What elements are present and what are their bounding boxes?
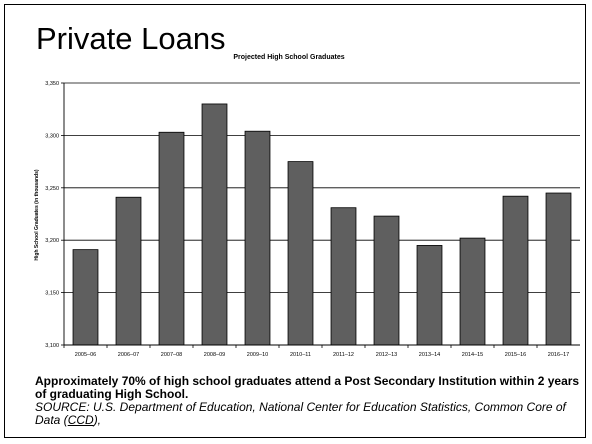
- caption: Approximately 70% of high school graduat…: [35, 375, 585, 427]
- bar-2016–17: [545, 192, 572, 346]
- x-tick-label: 2012–13: [376, 352, 397, 358]
- y-tick-label: 3,100: [45, 343, 59, 349]
- x-tick-label: 2013–14: [419, 352, 440, 358]
- x-tick-label: 2008–09: [204, 352, 225, 358]
- bars: [72, 103, 572, 346]
- x-tick-label: 2009–10: [247, 352, 268, 358]
- bar-2015–16: [502, 195, 529, 346]
- x-tick-label: 2005–06: [75, 352, 96, 358]
- caption-source: SOURCE: U.S. Department of Education, Na…: [35, 401, 585, 427]
- bar-2008–09: [201, 103, 228, 346]
- bar-2010–11: [287, 161, 314, 346]
- bar-2014–15: [459, 237, 486, 346]
- x-tick-labels: 2005–06 2006–07 2007–08 2008–09 2009–10 2010–…: [75, 352, 569, 358]
- chart-title: Projected High School Graduates: [233, 54, 344, 61]
- bar-2013–14: [416, 245, 443, 346]
- x-tick-label: 2014–15: [462, 352, 483, 358]
- caption-source-prefix: SOURCE: U.S. Department of Education, Na…: [35, 400, 566, 427]
- bar-2012–13: [373, 215, 400, 346]
- slide-title: Private Loans: [36, 21, 226, 56]
- bar-2007–08: [158, 131, 185, 346]
- x-tick-label: 2006–07: [118, 352, 139, 358]
- x-tick-label: 2016–17: [548, 352, 569, 358]
- bar-2011–12: [330, 207, 357, 346]
- axes: [61, 82, 580, 348]
- x-tick-label: 2011–12: [333, 352, 354, 358]
- caption-headline: Approximately 70% of high school graduat…: [35, 374, 580, 401]
- ccd-link[interactable]: CCD: [67, 413, 94, 427]
- y-tick-label: 3,250: [45, 186, 59, 192]
- x-tick-label: 2007–08: [161, 352, 182, 358]
- bar-2006–07: [115, 196, 142, 346]
- y-tick-label: 3,300: [45, 133, 59, 139]
- caption-source-suffix: ),: [93, 413, 102, 427]
- bar-2009–10: [244, 130, 271, 346]
- y-tick-labels: 3,100 3,150 3,200 3,250 3,300 3,350: [45, 81, 59, 349]
- y-tick-label: 3,200: [45, 238, 59, 244]
- x-tick-label: 2010–11: [290, 352, 311, 358]
- y-tick-label: 3,150: [45, 291, 59, 297]
- y-axis-label: High School Graduates (in thousands): [34, 169, 40, 260]
- slide-frame: [4, 4, 586, 438]
- grid-lines: [64, 82, 580, 346]
- y-tick-label: 3,350: [45, 81, 59, 87]
- bar-2005–06: [72, 249, 99, 346]
- x-tick-label: 2015–16: [505, 352, 526, 358]
